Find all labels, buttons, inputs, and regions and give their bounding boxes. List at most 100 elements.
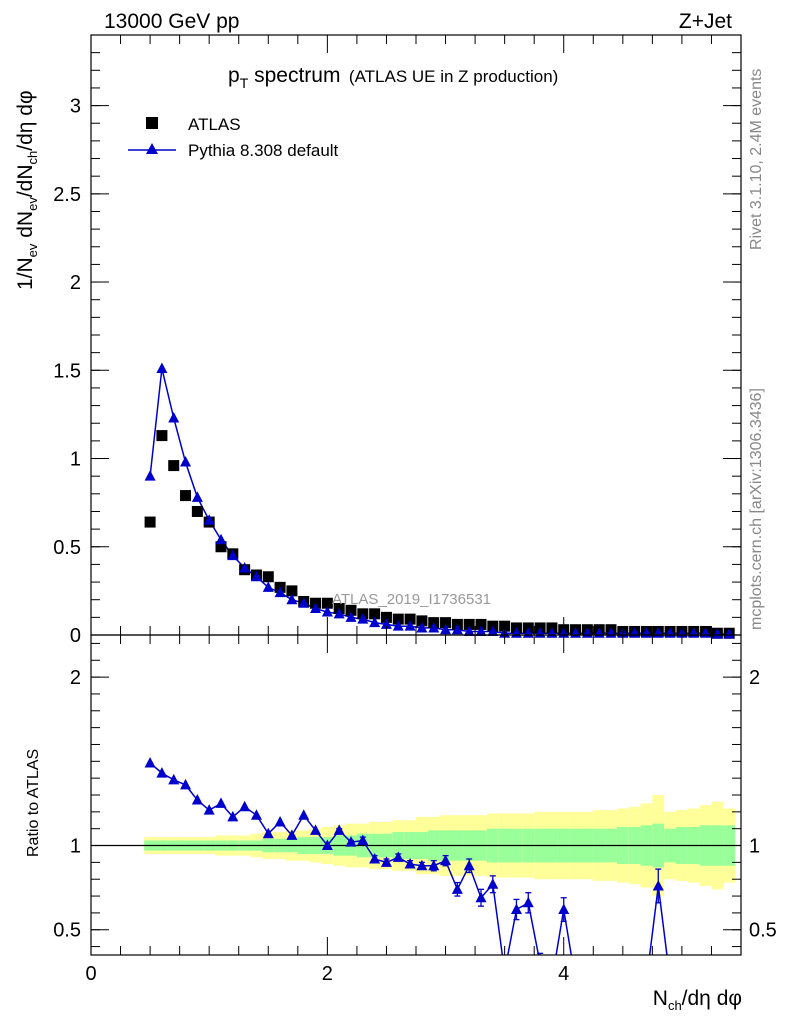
ratio-pythia-point <box>298 809 310 820</box>
atlas-point <box>168 460 180 472</box>
legend: ATLAS Pythia 8.308 default <box>128 115 339 160</box>
title-p-sub: T <box>240 75 249 91</box>
ratio-pythia-point <box>641 974 652 985</box>
pythia-point <box>357 613 369 624</box>
pythia-point <box>451 623 463 635</box>
ratio-pythia-point <box>510 903 522 915</box>
mcplots-label: mcplots.cern.ch [arXiv:1306.3436] <box>748 388 765 630</box>
ratio-pythia-point <box>700 974 711 985</box>
pythia-point <box>203 514 215 525</box>
ratio-ytick-label-right: 1 <box>749 836 760 858</box>
ratio-ytick-label: 1 <box>70 836 81 858</box>
main-ytick-label: 2 <box>70 272 81 294</box>
title-aside: (ATLAS UE in Z production) <box>349 67 558 86</box>
ratio-panel-frame <box>90 634 742 956</box>
legend-atlas-label: ATLAS <box>188 115 241 134</box>
xtick-label: 2 <box>322 963 333 985</box>
pythia-point <box>168 411 180 423</box>
pythia-point <box>333 607 345 619</box>
ratio-panel-marks <box>91 757 741 985</box>
ratio-pythia-point <box>535 957 546 968</box>
ratio-pythia-point <box>652 879 664 891</box>
ratio-pythia-point <box>522 896 534 908</box>
ratio-pythia-point <box>274 815 286 827</box>
ratio-pythia-point <box>392 851 404 862</box>
ratio-pythia-point <box>676 974 687 985</box>
atlas-point <box>215 541 227 553</box>
ratio-pythia-point <box>487 878 499 889</box>
main-ytick-label: 2.5 <box>53 184 81 206</box>
ratio-pythia-point <box>144 757 156 768</box>
ratio-pythia-point <box>357 834 369 845</box>
pythia-point <box>274 586 286 598</box>
ratio-pythia-point <box>570 974 581 985</box>
ratio-ytick-label-right: 2 <box>749 667 760 689</box>
ratio-pythia-point <box>262 827 274 839</box>
ratio-pythia-point <box>310 824 322 835</box>
pythia-point <box>475 625 487 636</box>
pythia-point <box>321 606 333 617</box>
pythia-point <box>392 620 404 631</box>
ratio-pythia-point <box>724 974 735 985</box>
pythia-point <box>298 597 310 608</box>
atlas-point <box>404 613 416 625</box>
ratio-pythia-point <box>440 854 452 866</box>
atlas-point <box>380 611 392 623</box>
axis-ticks: 00.511.522.530 2 40.5 0.51 12 2 <box>53 35 777 985</box>
legend-pythia-label: Pythia 8.308 default <box>188 141 339 160</box>
ratio-pythia-point <box>499 966 510 977</box>
plot-title: pT spectrum (ATLAS UE in Z production) <box>228 64 558 91</box>
ratio-pythia-point <box>475 891 487 903</box>
pythia-point <box>463 625 475 636</box>
pythia-point <box>369 616 381 628</box>
pythia-point <box>404 620 416 631</box>
ratio-pythia-point <box>463 859 475 871</box>
ratio-pythia-point <box>369 853 381 864</box>
ratio-pythia-point <box>227 810 239 822</box>
pythia-point <box>487 625 499 636</box>
atlas-point <box>144 516 156 528</box>
ratio-series-group <box>144 757 735 985</box>
analysis-watermark: ATLAS_2019_I1736531 <box>332 591 491 608</box>
ratio-ylabel: Ratio to ATLAS <box>25 749 42 857</box>
main-ytick-label: 0.5 <box>53 537 81 559</box>
pythia-point <box>262 581 274 592</box>
ratio-pythia-point <box>416 859 428 871</box>
ratio-pythia-point <box>180 778 192 790</box>
atlas-point <box>321 597 333 609</box>
ratio-pythia-point <box>712 974 723 985</box>
ratio-pythia-point <box>191 794 203 805</box>
ratio-pythia-point <box>333 824 345 835</box>
pythia-point <box>227 549 239 561</box>
atlas-point <box>262 571 274 583</box>
atlas-point <box>156 430 168 442</box>
title-p: p <box>228 64 240 87</box>
pythia-point <box>428 621 440 633</box>
ratio-pythia-point <box>203 804 215 815</box>
ratio-pythia-point <box>617 974 628 985</box>
pythia-point <box>250 570 262 582</box>
ratio-pythia-point <box>629 974 640 985</box>
atlas-point <box>416 615 428 627</box>
pythia-point <box>215 533 227 545</box>
ratio-pythia-point <box>345 836 357 847</box>
xtick-label: 4 <box>558 963 569 985</box>
pythia-point <box>310 602 322 614</box>
xlabel: Nch/dη dφ <box>653 987 742 1013</box>
ratio-pythia-point <box>239 800 251 812</box>
ratio-ytick-label: 0.5 <box>53 920 81 942</box>
ratio-pythia-point <box>286 829 298 840</box>
main-ylabel: 1/Nev dNev/dNch/dη dφ <box>14 90 40 290</box>
pythia-point <box>239 561 251 573</box>
atlas-point <box>345 604 357 616</box>
atlas-point <box>180 490 192 502</box>
main-ytick-label: 3 <box>70 96 81 118</box>
xtick-label: 0 <box>85 963 96 985</box>
atlas-point <box>475 618 487 630</box>
atlas-point <box>440 617 452 629</box>
ratio-pythia-point <box>688 974 699 985</box>
atlas-point <box>191 505 203 517</box>
ratio-pythia-point <box>428 859 440 871</box>
pythia-point <box>723 628 735 639</box>
ratio-pythia-point <box>168 773 180 785</box>
